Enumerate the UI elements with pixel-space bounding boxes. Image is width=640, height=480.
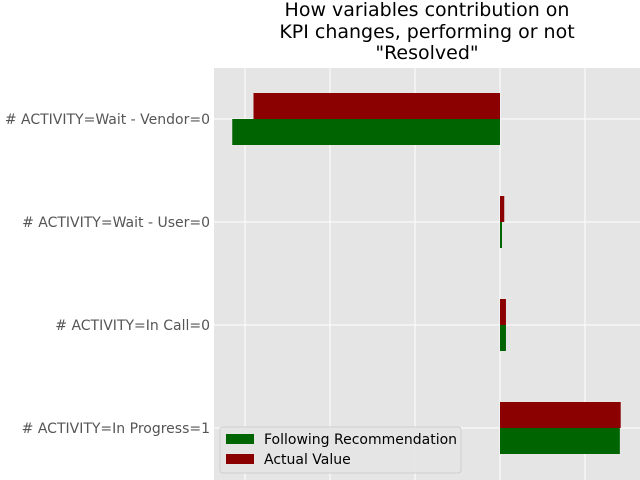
bar-actual-value-2 [500, 299, 506, 325]
legend-box [219, 426, 462, 474]
bar-actual-value-0 [253, 93, 500, 119]
chart-title-line-3: "Resolved" [375, 42, 478, 64]
bar-following-recommendation-2 [500, 325, 506, 351]
legend: Following Recommendation Actual Value [219, 426, 462, 474]
legend-swatch-actual-value [226, 454, 254, 464]
y-tick-label-2: # ACTIVITY=In Call=0 [55, 318, 210, 334]
legend-label-following-recommendation: Following Recommendation [264, 432, 457, 448]
y-tick-label-1: # ACTIVITY=Wait - User=0 [22, 215, 210, 231]
bar-actual-value-3 [500, 402, 621, 428]
y-tick-labels: # ACTIVITY=Wait - Vendor=0 # ACTIVITY=Wai… [5, 112, 210, 437]
bar-following-recommendation-3 [500, 428, 620, 454]
chart-title-line-1: How variables contribution on [285, 0, 570, 21]
bar-following-recommendation-1 [500, 222, 502, 248]
bar-actual-value-1 [500, 196, 505, 222]
chart-title-line-2: KPI changes, performing or not [279, 21, 574, 43]
legend-swatch-following-recommendation [226, 434, 254, 444]
y-tick-label-0: # ACTIVITY=Wait - Vendor=0 [5, 112, 210, 128]
bars [232, 93, 621, 454]
legend-label-actual-value: Actual Value [264, 452, 351, 468]
bar-following-recommendation-0 [232, 119, 500, 145]
y-tick-label-3: # ACTIVITY=In Progress=1 [22, 421, 210, 437]
